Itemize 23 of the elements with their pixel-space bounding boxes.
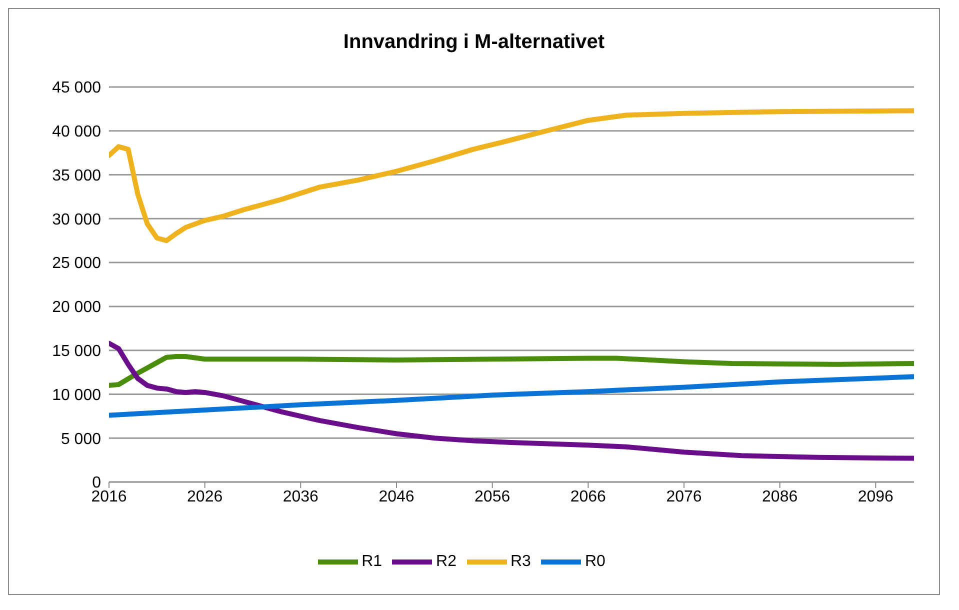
x-tick-label: 2096 <box>858 488 894 506</box>
y-tick-label: 35 000 <box>52 167 102 184</box>
x-tick-label: 2056 <box>474 488 510 506</box>
y-tick-label: 15 000 <box>52 343 102 360</box>
x-tick-label: 2016 <box>91 488 127 506</box>
x-tick-label: 2026 <box>187 488 223 506</box>
y-tick-label: 5 000 <box>60 430 102 448</box>
chart-title: Innvandring i M-alternativet <box>342 30 606 55</box>
x-tick-label: 2036 <box>282 488 319 506</box>
x-tick-label: 2076 <box>666 488 702 506</box>
y-tick-label: 20 000 <box>52 299 102 316</box>
y-tick-label: 10 000 <box>52 386 102 404</box>
legend-label: R1 <box>362 553 382 570</box>
legend-label: R2 <box>436 553 456 570</box>
y-tick-label: 40 000 <box>52 124 102 141</box>
x-tick-label: 2086 <box>762 488 798 506</box>
y-tick-label: 25 000 <box>52 255 102 272</box>
x-tick-label: 2066 <box>570 488 606 506</box>
y-tick-label: 45 000 <box>52 80 102 97</box>
legend-label: R0 <box>584 553 606 570</box>
legend-label: R3 <box>510 553 531 570</box>
y-tick-label: 30 000 <box>52 211 102 228</box>
x-tick-label: 2046 <box>378 488 414 506</box>
